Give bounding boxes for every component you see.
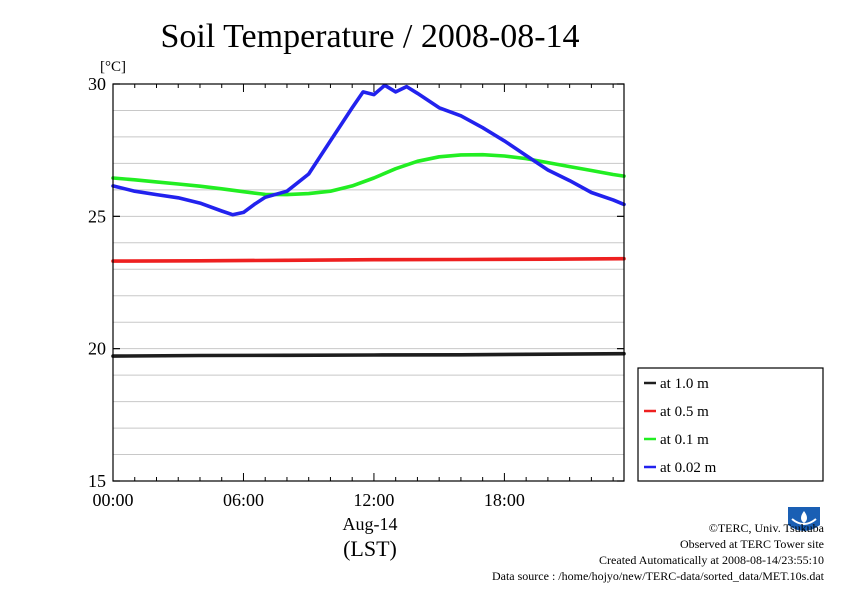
legend-label: at 0.1 m [660,432,709,448]
axis-ticks: 15 20 25 30 00:00 06:00 12:00 18:00 [88,74,624,510]
series-line [111,351,626,358]
x-tick-label: 18:00 [484,490,525,510]
series-line [111,256,626,263]
plot-frame [112,83,625,482]
series-layer [111,83,626,358]
legend-label: at 0.5 m [660,404,709,420]
x-axis-date-label: Aug-14 [343,514,398,534]
grid-lines [113,109,624,456]
series-line [111,83,626,217]
legend: at 1.0 m at 0.5 m at 0.1 m at 0.02 m [637,367,824,482]
x-tick-label: 06:00 [223,490,264,510]
credits-block: ©TERC, Univ. Tsukuba Observed at TERC To… [492,520,824,584]
y-tick-label: 30 [88,74,106,94]
x-tick-label: 12:00 [353,490,394,510]
creation-time-text: Created Automatically at 2008-08-14/23:5… [599,553,824,567]
y-tick-label: 15 [88,471,106,491]
observation-site-text: Observed at TERC Tower site [679,537,824,551]
legend-label: at 1.0 m [660,376,709,392]
data-source-text: Data source : /home/hojyo/new/TERC-data/… [491,569,824,583]
y-tick-label: 25 [88,206,106,226]
y-tick-label: 20 [88,339,106,359]
y-axis-unit: [°C] [100,59,126,75]
x-axis-timezone-label: (LST) [343,536,397,561]
terc-logo [784,503,824,539]
series-line [111,152,626,197]
legend-label: at 0.02 m [660,460,717,476]
copyright-text: ©TERC, Univ. Tsukuba [708,521,824,535]
chart-title: Soil Temperature / 2008-08-14 [160,18,579,55]
x-tick-label: 00:00 [92,490,133,510]
legend-box [637,367,824,482]
